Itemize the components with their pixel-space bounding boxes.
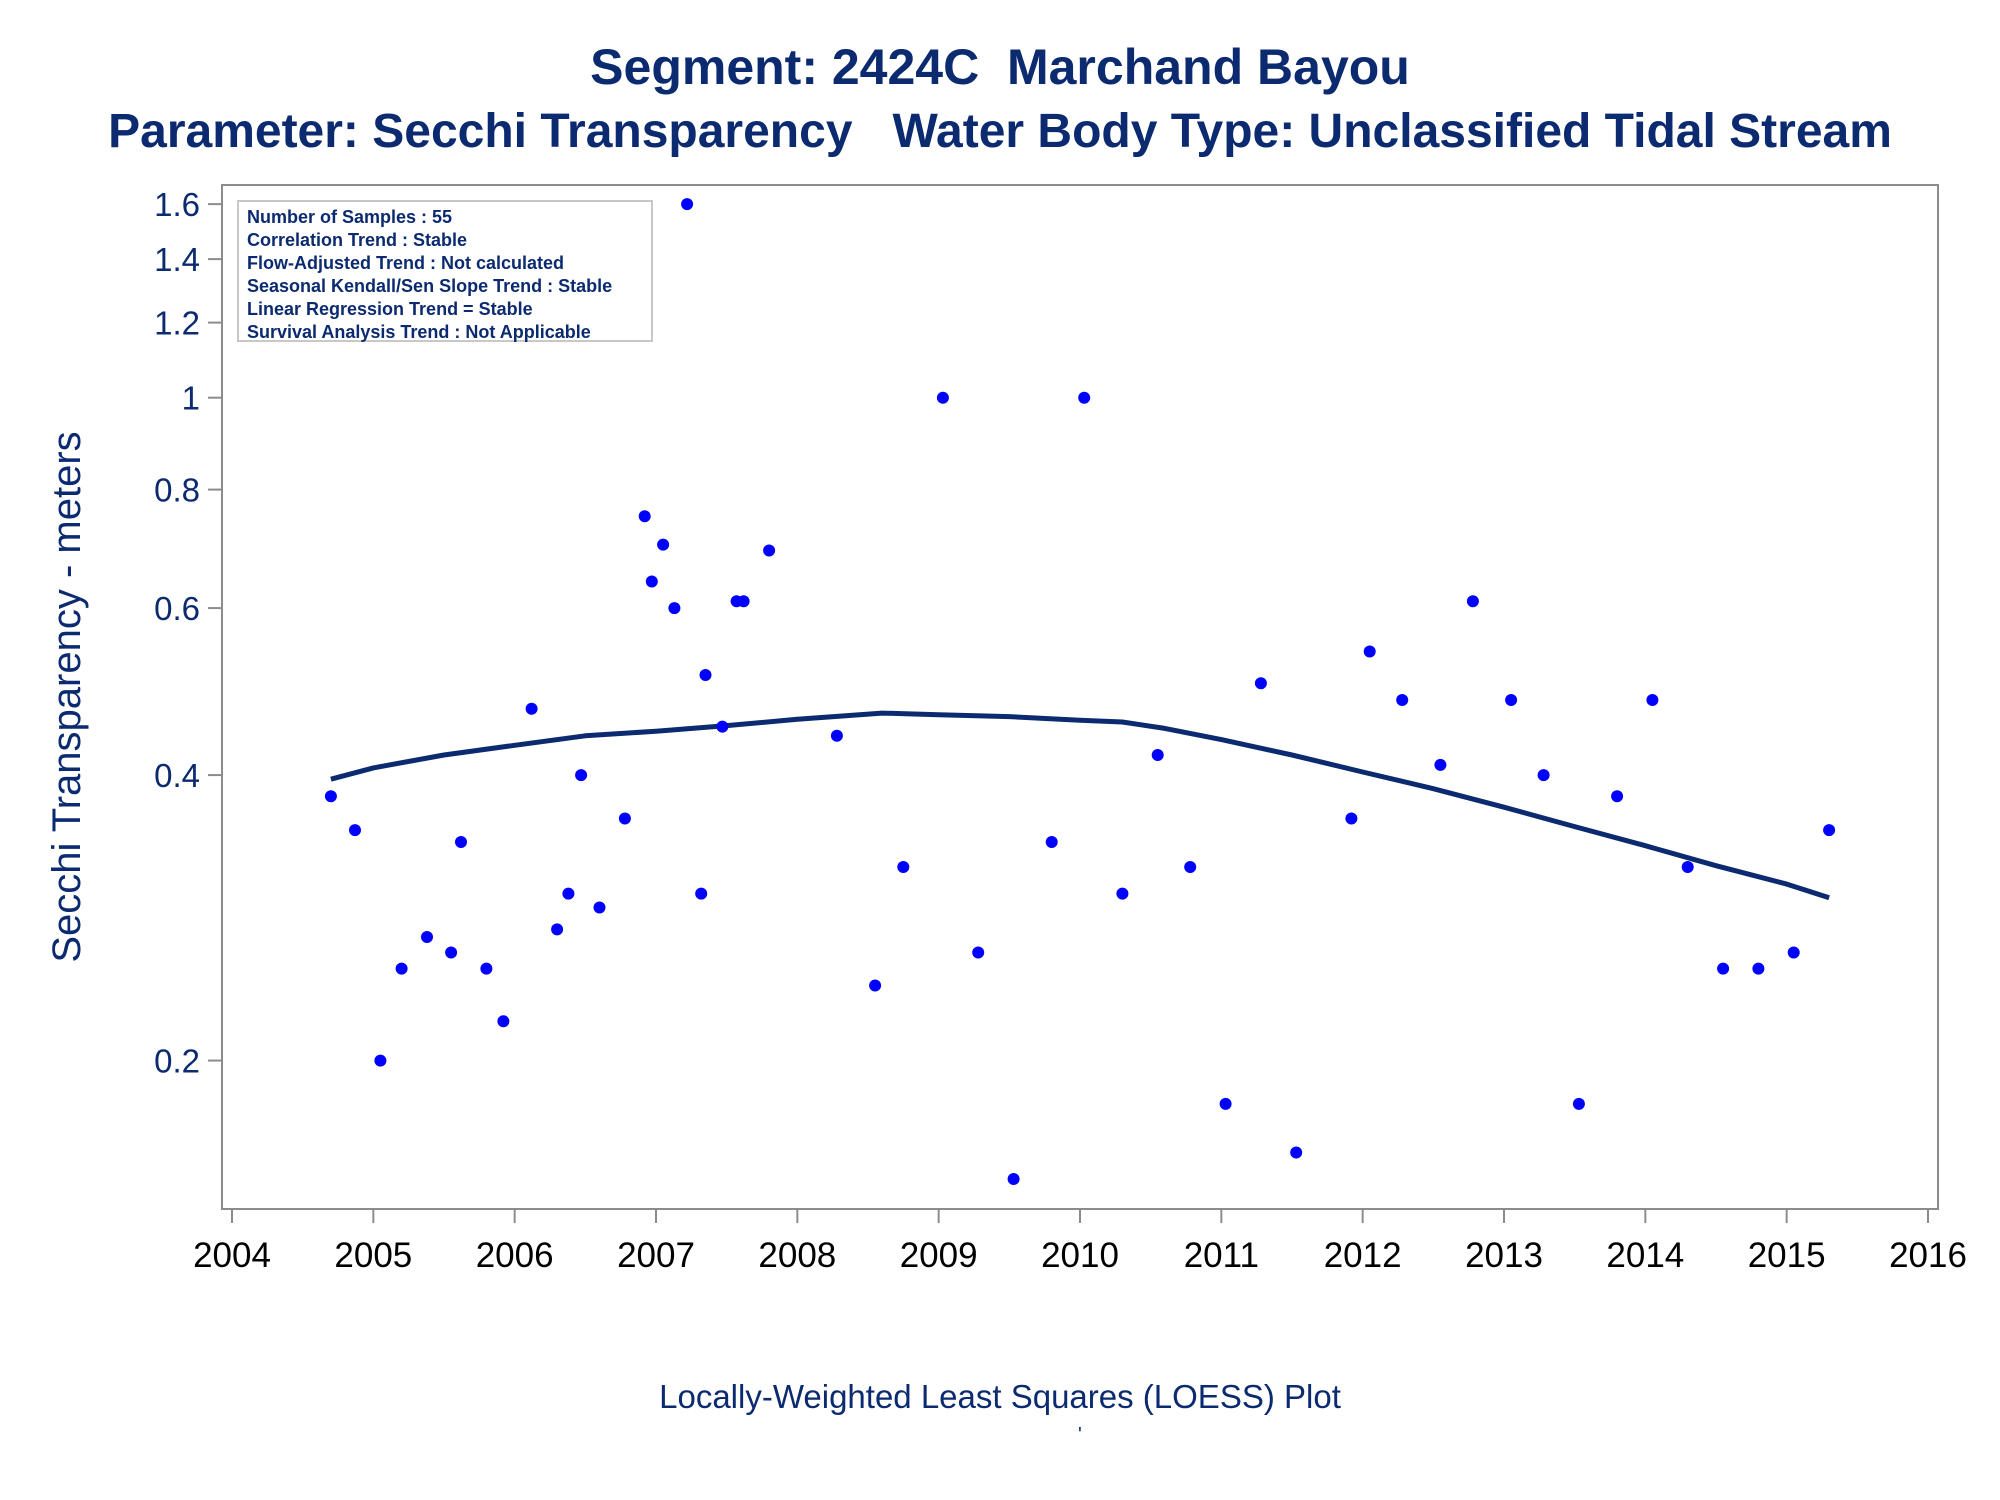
data-point <box>869 979 882 992</box>
data-point <box>1572 1097 1585 1110</box>
data-point <box>349 824 361 837</box>
x-tick-label: 2014 <box>1606 1236 1684 1275</box>
y-tick-label: 0.8 <box>154 472 200 509</box>
y-tick-label: 1.6 <box>154 186 200 223</box>
data-point <box>1345 812 1358 825</box>
y-tick-label: 1.4 <box>154 241 200 278</box>
data-point <box>1434 758 1447 771</box>
data-point <box>1537 769 1550 782</box>
data-point <box>1787 946 1800 959</box>
stat-line: Survival Analysis Trend : Not Applicable <box>247 322 591 342</box>
loess-curve-layer <box>330 710 1830 901</box>
data-point <box>593 901 606 914</box>
stat-line: Flow-Adjusted Trend : Not calculated <box>247 253 565 273</box>
data-point <box>497 1015 510 1028</box>
footnote: Locally-Weighted Least Squares (LOESS) P… <box>659 1378 1341 1415</box>
data-point <box>1254 677 1267 690</box>
data-point <box>1045 836 1058 848</box>
x-tick-label: 2013 <box>1465 1236 1543 1275</box>
data-point <box>395 962 408 975</box>
data-point <box>1505 694 1518 706</box>
data-point <box>897 861 910 873</box>
data-point <box>763 544 776 557</box>
x-axis: 2004 2005 2006 2007 2008 2009 2010 2011 2012 2013… <box>193 1209 1967 1275</box>
chart-title: Segment: 2424C Marchand Bayou <box>590 39 1410 95</box>
data-point <box>716 720 729 733</box>
x-tick-label: 2015 <box>1748 1236 1826 1275</box>
footnote-mark: ' <box>1078 1424 1082 1446</box>
trend-statistics-box: Number of Samples : 55 Correlation Trend … <box>237 200 653 342</box>
data-point <box>737 595 750 608</box>
data-point <box>618 812 631 825</box>
stat-line: Seasonal Kendall/Sen Slope Trend : Stabl… <box>247 276 613 296</box>
stat-line: Correlation Trend : Stable <box>247 230 468 250</box>
data-point <box>374 1054 387 1067</box>
data-point <box>1611 790 1624 803</box>
data-point <box>936 391 949 404</box>
x-tick-label: 2004 <box>193 1236 271 1275</box>
data-point <box>1681 861 1694 873</box>
data-point <box>562 887 575 900</box>
x-tick-label: 2006 <box>476 1236 554 1275</box>
chart-subtitle: Parameter: Secchi Transparency Water Bod… <box>108 105 1892 158</box>
data-point <box>1219 1097 1232 1110</box>
stat-line: Number of Samples : 55 <box>247 207 453 227</box>
data-point <box>575 769 588 782</box>
y-tick-label: 1 <box>182 380 200 417</box>
x-tick-label: 2011 <box>1184 1236 1259 1275</box>
x-tick-label: 2012 <box>1324 1236 1402 1275</box>
y-axis: 0.2 0.4 0.6 0.8 1 1.2 1.4 1.6 <box>154 186 222 1080</box>
data-point <box>645 575 658 588</box>
data-point <box>1007 1173 1020 1185</box>
data-point <box>324 790 337 803</box>
data-point <box>1184 861 1197 873</box>
data-point <box>830 729 843 742</box>
data-point <box>455 836 467 848</box>
data-point <box>1290 1146 1303 1159</box>
data-point <box>657 538 670 551</box>
y-tick-label: 0.4 <box>154 757 200 794</box>
data-point <box>681 198 694 211</box>
data-point <box>699 669 712 681</box>
x-tick-label: 2007 <box>617 1236 695 1275</box>
y-tick-label: 1.2 <box>154 305 200 342</box>
data-point <box>1116 887 1129 900</box>
data-point <box>972 946 985 959</box>
data-point <box>480 962 493 975</box>
data-point <box>445 946 458 959</box>
data-point <box>1151 749 1164 761</box>
loess-line <box>330 710 1830 901</box>
stat-line: Linear Regression Trend = Stable <box>247 299 533 319</box>
y-tick-label: 0.2 <box>154 1043 200 1080</box>
x-tick-label: 2010 <box>1041 1236 1119 1275</box>
x-tick-label: 2005 <box>334 1236 412 1275</box>
data-point <box>551 923 564 936</box>
data-point <box>1078 391 1091 404</box>
x-tick-label: 2009 <box>900 1236 978 1275</box>
data-point <box>1646 694 1659 706</box>
data-point <box>1752 962 1765 975</box>
x-tick-label: 2008 <box>758 1236 836 1275</box>
data-point <box>638 510 651 523</box>
x-tick-label: 2016 <box>1889 1236 1967 1275</box>
data-point <box>1466 595 1479 608</box>
data-point <box>1717 962 1730 975</box>
data-point <box>1363 645 1376 658</box>
data-points-layer <box>324 198 1836 1185</box>
data-point <box>1823 824 1836 837</box>
data-point <box>1396 694 1409 706</box>
data-point <box>695 887 708 900</box>
y-axis-label: Secchi Transparency - meters <box>45 431 89 962</box>
data-point <box>525 702 538 715</box>
data-point <box>668 602 681 615</box>
y-tick-label: 0.6 <box>154 590 200 627</box>
data-point <box>421 931 433 943</box>
